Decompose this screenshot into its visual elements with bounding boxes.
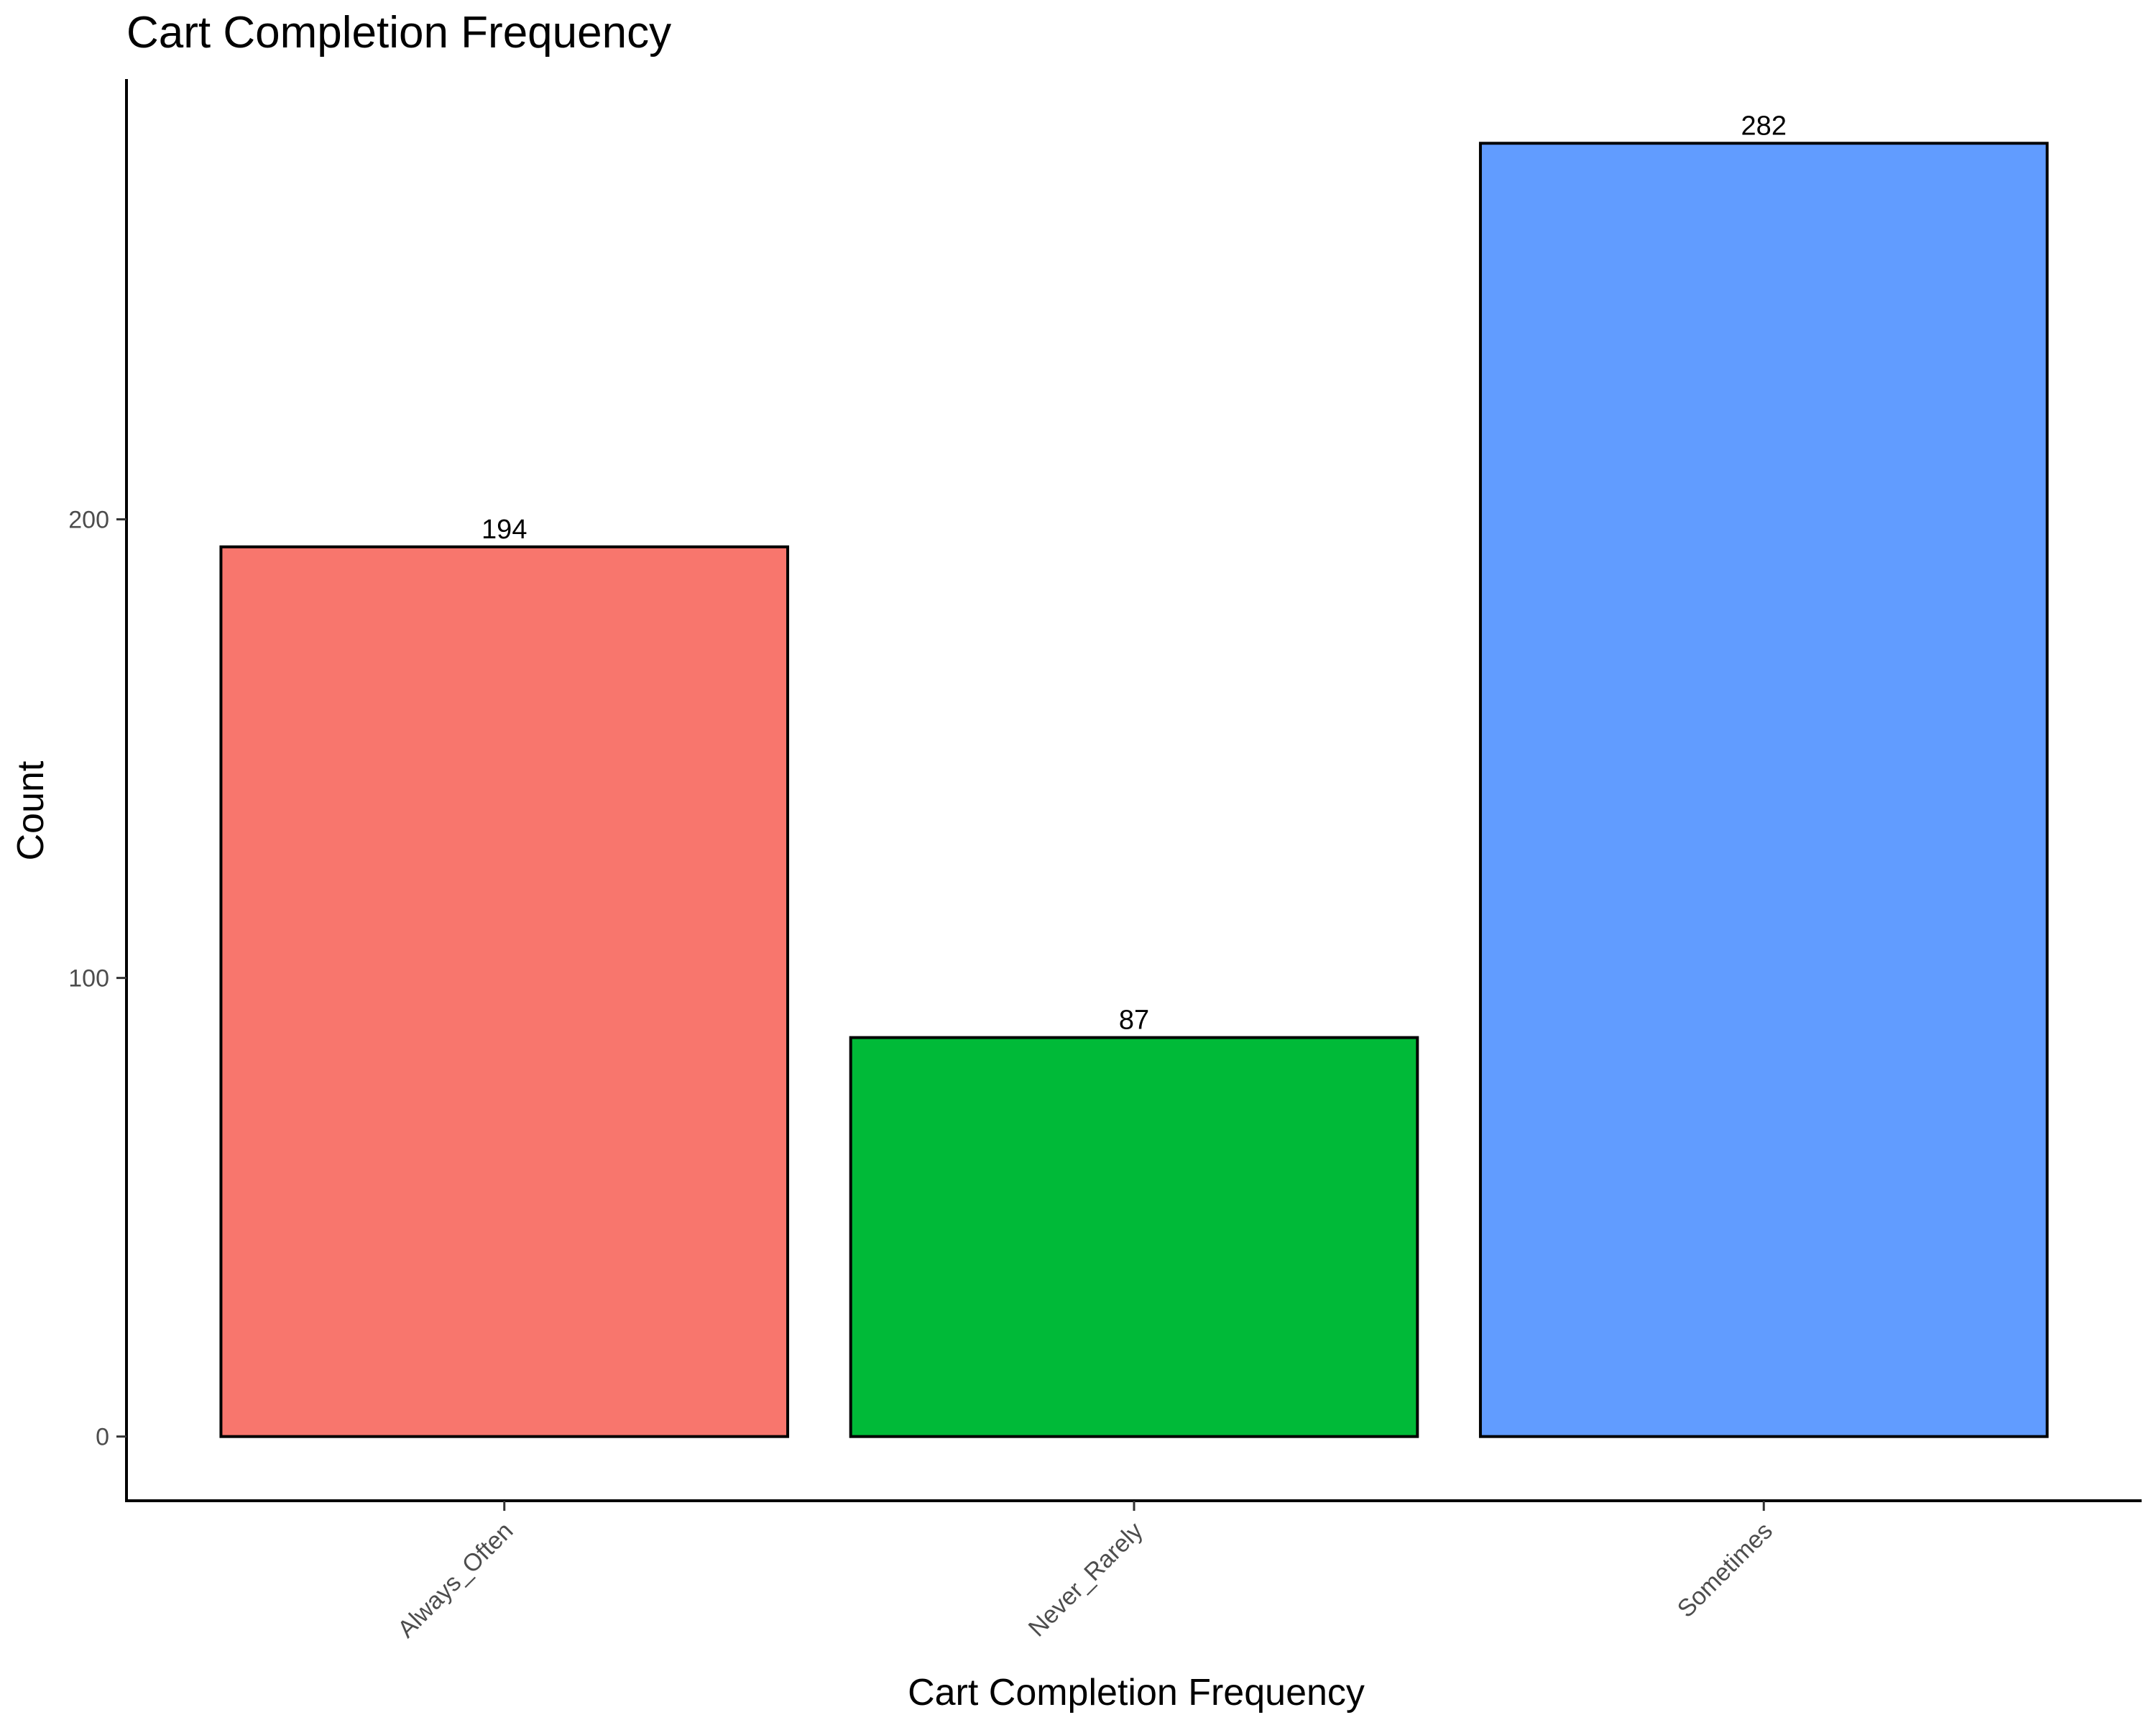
- y-tick-label: 200: [68, 507, 109, 534]
- bar-sometimes: [1478, 142, 2049, 1438]
- y-axis-ticks: 0 100 200: [68, 507, 126, 1451]
- bars-group: [219, 142, 2049, 1438]
- data-labels-group: 194 87 282: [482, 111, 1787, 1035]
- data-label-always-often: 194: [482, 515, 527, 545]
- bar-always-often: [219, 545, 790, 1438]
- y-tick-label: 100: [68, 965, 109, 993]
- x-axis-title: Cart Completion Frequency: [908, 1672, 1365, 1714]
- chart-title: Cart Completion Frequency: [126, 8, 671, 58]
- bar-never-rarely: [849, 1036, 1419, 1438]
- y-tick-label: 0: [96, 1424, 109, 1451]
- data-label-never-rarely: 87: [1119, 1006, 1149, 1036]
- y-axis-title: Count: [10, 760, 52, 860]
- data-label-sometimes: 282: [1741, 111, 1787, 141]
